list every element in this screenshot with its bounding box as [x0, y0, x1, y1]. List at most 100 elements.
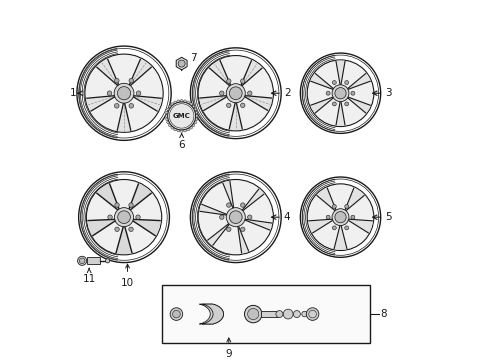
Circle shape: [306, 60, 373, 127]
Circle shape: [344, 204, 348, 208]
Polygon shape: [116, 227, 132, 253]
Polygon shape: [97, 59, 119, 86]
Circle shape: [332, 226, 336, 230]
Circle shape: [219, 215, 224, 219]
Text: 7: 7: [190, 53, 197, 63]
Polygon shape: [347, 219, 371, 233]
Polygon shape: [87, 96, 115, 111]
Polygon shape: [133, 219, 160, 235]
Circle shape: [117, 87, 130, 100]
Circle shape: [226, 203, 230, 207]
Polygon shape: [129, 59, 151, 86]
Circle shape: [331, 85, 348, 102]
Polygon shape: [133, 96, 161, 111]
Circle shape: [332, 204, 336, 208]
Circle shape: [78, 256, 86, 265]
Circle shape: [247, 215, 251, 219]
Text: 6: 6: [178, 140, 184, 150]
Polygon shape: [310, 73, 333, 89]
Circle shape: [168, 124, 171, 127]
Text: 3: 3: [384, 88, 391, 98]
Circle shape: [107, 91, 112, 95]
Circle shape: [226, 208, 245, 227]
Circle shape: [283, 309, 292, 319]
Polygon shape: [223, 181, 233, 208]
Circle shape: [192, 124, 194, 127]
Circle shape: [170, 308, 183, 320]
Circle shape: [177, 129, 179, 132]
Circle shape: [114, 78, 119, 83]
Circle shape: [229, 211, 242, 224]
Circle shape: [166, 121, 169, 124]
Polygon shape: [97, 184, 119, 210]
Text: 11: 11: [82, 274, 96, 284]
Circle shape: [193, 121, 196, 124]
Polygon shape: [241, 60, 262, 86]
Circle shape: [325, 215, 329, 219]
Circle shape: [192, 105, 194, 108]
Polygon shape: [244, 96, 271, 111]
Polygon shape: [333, 226, 346, 249]
Circle shape: [186, 128, 189, 131]
Circle shape: [105, 259, 109, 263]
Polygon shape: [316, 188, 335, 211]
Circle shape: [170, 126, 173, 129]
Circle shape: [325, 91, 329, 95]
Circle shape: [229, 87, 242, 100]
Circle shape: [240, 203, 244, 207]
Polygon shape: [344, 188, 364, 211]
Circle shape: [180, 99, 183, 102]
Circle shape: [136, 215, 140, 219]
Text: 2: 2: [283, 88, 290, 98]
Circle shape: [240, 79, 244, 83]
Circle shape: [350, 91, 354, 95]
Circle shape: [129, 78, 133, 83]
Circle shape: [344, 81, 348, 85]
Circle shape: [173, 128, 176, 131]
Circle shape: [86, 180, 162, 255]
Circle shape: [275, 311, 283, 318]
Text: 1: 1: [69, 88, 76, 98]
Circle shape: [178, 60, 185, 67]
Circle shape: [136, 91, 141, 95]
Polygon shape: [244, 219, 271, 230]
Circle shape: [173, 101, 176, 104]
Circle shape: [226, 79, 230, 83]
Bar: [261, 311, 278, 317]
Text: 4: 4: [283, 212, 290, 222]
Circle shape: [118, 211, 130, 224]
Circle shape: [168, 105, 171, 108]
Circle shape: [180, 130, 183, 132]
Circle shape: [195, 118, 197, 121]
Polygon shape: [229, 103, 242, 129]
Circle shape: [108, 215, 112, 219]
Circle shape: [128, 203, 133, 207]
Circle shape: [186, 101, 189, 104]
Circle shape: [306, 184, 373, 251]
Polygon shape: [88, 219, 115, 235]
Polygon shape: [308, 219, 332, 233]
Circle shape: [334, 87, 346, 99]
Polygon shape: [209, 60, 230, 86]
Circle shape: [193, 108, 196, 111]
Circle shape: [115, 227, 119, 231]
Polygon shape: [200, 204, 226, 215]
Text: 5: 5: [384, 212, 391, 222]
Polygon shape: [199, 304, 223, 324]
Circle shape: [226, 227, 230, 231]
Text: 9: 9: [225, 349, 232, 359]
Polygon shape: [242, 189, 263, 211]
Circle shape: [226, 103, 230, 108]
Circle shape: [183, 100, 186, 103]
Circle shape: [332, 81, 336, 85]
Circle shape: [170, 103, 173, 105]
Circle shape: [198, 180, 273, 255]
Circle shape: [226, 84, 245, 103]
Circle shape: [344, 102, 348, 106]
Circle shape: [198, 55, 273, 131]
Circle shape: [305, 308, 318, 320]
Circle shape: [240, 227, 244, 231]
Polygon shape: [347, 97, 369, 113]
Circle shape: [114, 208, 133, 227]
Circle shape: [219, 91, 224, 95]
